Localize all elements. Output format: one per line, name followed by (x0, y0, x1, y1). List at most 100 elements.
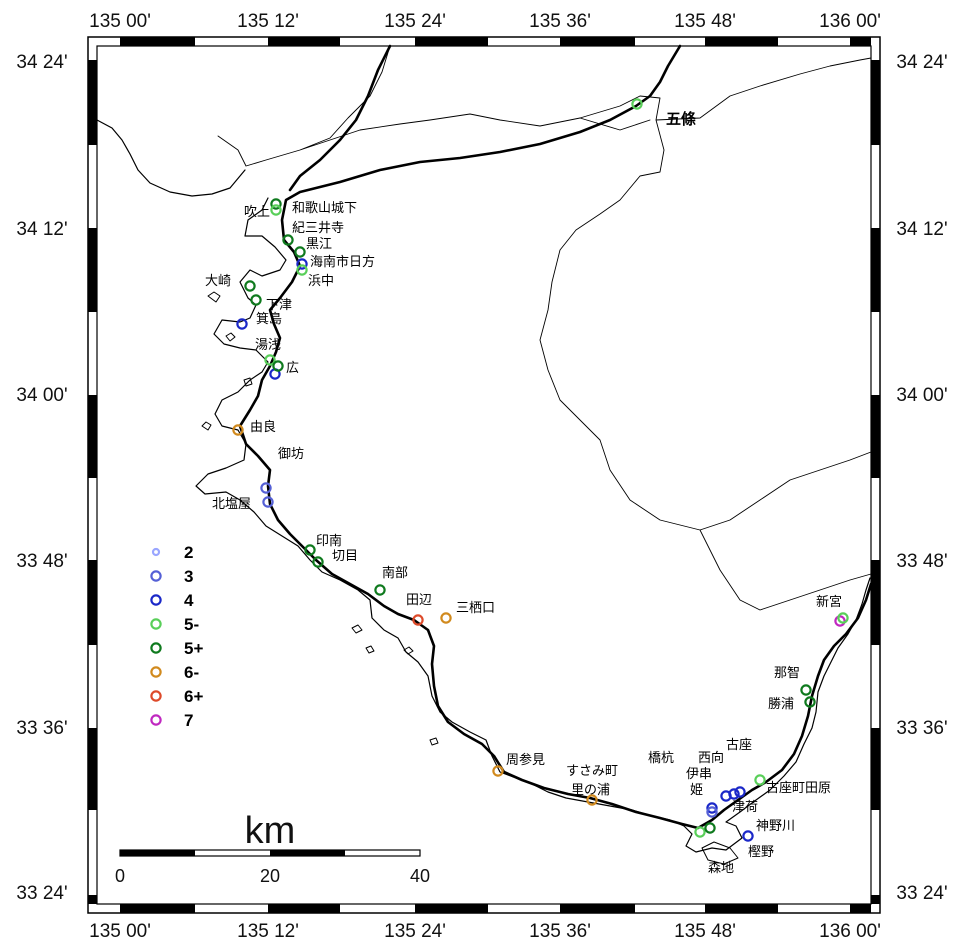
intensity-point (706, 806, 718, 818)
scale-label: 20 (260, 866, 280, 886)
top-tick-label: 135 12' (237, 11, 299, 32)
left-tick-label: 34 12' (16, 219, 67, 240)
legend-marker (150, 642, 162, 654)
intensity-point (704, 822, 716, 834)
place-label: 津荷 (732, 800, 758, 815)
place-label: 里の浦 (571, 783, 610, 798)
place-label: 古座町田原 (766, 781, 831, 796)
frame-bar-top (120, 37, 195, 46)
legend-marker (150, 618, 162, 630)
frame-bar-left (88, 895, 97, 904)
top-tick-label: 136 00' (819, 11, 881, 32)
right-tick-label: 33 24' (896, 883, 947, 904)
intensity-point (586, 794, 598, 806)
map-outer-frame (87, 36, 881, 914)
legend-marker (150, 594, 162, 606)
place-label: 新宮 (816, 594, 842, 610)
left-tick-label: 34 00' (16, 385, 67, 406)
place-label: 黒江 (306, 237, 332, 252)
place-label: 御坊 (278, 447, 304, 462)
legend-label: 4 (184, 591, 194, 610)
top-tick-label: 135 36' (529, 11, 591, 32)
intensity-point (804, 696, 816, 708)
intensity-point (412, 614, 424, 626)
intensity-point (631, 98, 643, 110)
legend-marker (151, 547, 161, 557)
legend-label: 2 (184, 543, 193, 562)
left-tick-label: 33 24' (16, 883, 67, 904)
railway (238, 44, 873, 830)
place-label: 田辺 (406, 593, 432, 608)
scale-bar-segment (120, 850, 195, 856)
frame-bar-right (871, 560, 880, 645)
frame-bar-left (88, 560, 97, 645)
intensity-point (250, 294, 262, 306)
place-label: 古座 (726, 738, 752, 753)
frame-bar-top (560, 37, 635, 46)
legend-label: 6- (184, 663, 199, 682)
legend-marker (150, 690, 162, 702)
top-tick-label: 135 24' (384, 11, 446, 32)
place-label: 吹上 (244, 205, 270, 220)
intensity-point (264, 354, 276, 366)
legend-label: 5- (184, 615, 199, 634)
place-label: 森地 (708, 861, 734, 876)
place-label: 切目 (332, 549, 358, 564)
place-label: 姫 (690, 783, 703, 798)
intensity-legend: 2 3 4 5- 5+ 6- 6+ 7 (150, 543, 203, 730)
place-label: 広 (286, 361, 299, 376)
scale-label: 40 (410, 866, 430, 886)
legend-marker (150, 666, 162, 678)
place-label: 西向 (698, 750, 724, 766)
bottom-tick-label: 135 00' (89, 921, 151, 942)
frame-bar-top (705, 37, 778, 46)
scale-label: 0 (115, 866, 125, 886)
place-label: 北塩屋 (212, 497, 251, 512)
frame-bar-right (871, 395, 880, 478)
intensity-point (260, 482, 272, 494)
frame-bar-right (871, 60, 880, 145)
frame-bar-bottom (705, 904, 778, 913)
axis-tick-labels: 135 00' 135 12' 135 24' 135 36' 135 48' 136 0… (16, 11, 947, 942)
place-label: 三栖口 (456, 601, 495, 616)
frame-tick-bars (88, 37, 880, 913)
islands (201, 291, 739, 865)
frame-bar-top (268, 37, 340, 46)
intensity-point (232, 424, 244, 436)
bottom-tick-label: 135 36' (529, 921, 591, 942)
top-tick-label: 135 00' (89, 11, 151, 32)
place-label: すさみ町 (566, 764, 618, 779)
intensity-point (742, 830, 754, 842)
place-label: 浜中 (308, 274, 334, 289)
intensity-point (728, 788, 740, 800)
place-label: 海南市日方 (310, 254, 375, 270)
intensity-point (296, 264, 308, 276)
place-label: 湯浅 (255, 338, 281, 353)
place-label: 五條 (666, 110, 697, 128)
left-tick-label: 33 36' (16, 718, 67, 739)
intensity-point (374, 584, 386, 596)
place-label: 周参見 (506, 752, 545, 768)
place-label: 伊串 (686, 767, 712, 782)
bottom-tick-label: 135 48' (674, 921, 736, 942)
place-label: 勝浦 (768, 697, 794, 712)
intensity-point (706, 802, 718, 814)
intensity-point (694, 826, 706, 838)
frame-bar-right (871, 228, 880, 312)
admin-boundaries (217, 45, 872, 611)
intensity-point (244, 280, 256, 292)
frame-bar-bottom (850, 904, 871, 913)
scale-bar: km 0 20 40 (115, 810, 430, 886)
intensity-point (440, 612, 452, 624)
intensity-point (270, 198, 282, 210)
right-tick-label: 33 48' (896, 551, 947, 572)
intensity-point (262, 496, 274, 508)
place-label: 橋杭 (648, 751, 674, 766)
coastline (96, 119, 871, 853)
intensity-point (304, 544, 316, 556)
legend-label: 5+ (184, 639, 203, 658)
intensity-point (492, 765, 504, 777)
intensity-point (272, 360, 284, 372)
intensity-point (236, 318, 248, 330)
